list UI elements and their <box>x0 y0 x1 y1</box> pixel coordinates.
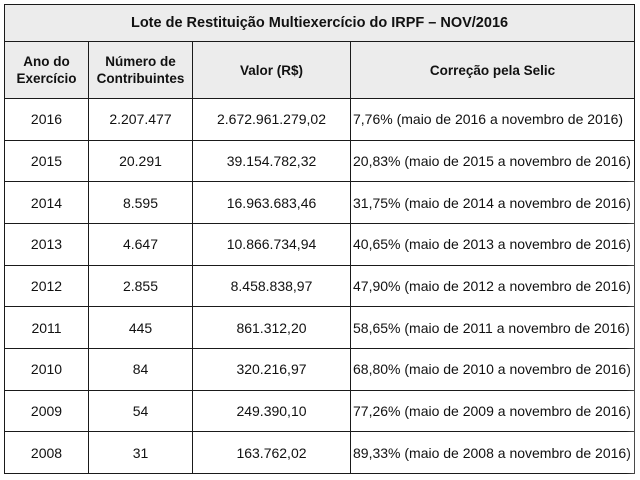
header-count-line-1: Número de <box>105 54 176 69</box>
cell-selic-correction: 31,75% (maio de 2014 a novembro de 2016) <box>349 181 636 224</box>
restitution-table: Lote de Restituição Multiexercício do IR… <box>3 4 636 474</box>
cell-contributors: 84 <box>88 347 193 391</box>
cell-year: 2011 <box>4 306 89 349</box>
header-year-line-1: Ano do <box>23 54 70 69</box>
cell-contributors: 2.207.477 <box>88 98 193 141</box>
cell-selic-correction: 40,65% (maio de 2013 a novembro de 2016) <box>349 222 636 266</box>
cell-selic-correction: 77,26% (maio de 2009 a novembro de 2016) <box>349 389 636 433</box>
cell-year: 2016 <box>4 98 89 141</box>
cell-selic-correction: 58,65% (maio de 2011 a novembro de 2016) <box>349 306 636 349</box>
cell-selic-correction: 68,80% (maio de 2010 a novembro de 2016) <box>349 347 636 391</box>
cell-value: 2.672.961.279,02 <box>192 98 351 141</box>
cell-value: 8.458.838,97 <box>192 264 351 308</box>
cell-selic-correction: 7,76% (maio de 2016 a novembro de 2016) <box>349 98 636 141</box>
header-count-line-2: Contribuintes <box>96 71 185 86</box>
cell-selic-correction: 47,90% (maio de 2012 a novembro de 2016) <box>349 264 636 308</box>
cell-selic-correction: 20,83% (maio de 2015 a novembro de 2016) <box>349 139 636 183</box>
cell-selic-correction: 89,33% (maio de 2008 a novembro de 2016) <box>349 431 636 474</box>
header-year-line-2: Exercício <box>16 71 77 86</box>
restitution-table-frame: Lote de Restituição Multiexercício do IR… <box>3 4 636 474</box>
cell-year: 2009 <box>4 389 89 433</box>
table-title: Lote de Restituição Multiexercício do IR… <box>3 4 636 42</box>
table-row: 2009 54 249.390,10 77,26% (maio de 2009 a n… <box>4 389 636 433</box>
cell-value: 861.312,20 <box>192 306 351 349</box>
table-row: 2012 2.855 8.458.838,97 47,90% (maio de 201… <box>4 264 636 308</box>
cell-value: 163.762,02 <box>192 431 351 474</box>
cell-contributors: 20.291 <box>88 139 193 183</box>
cell-contributors: 4.647 <box>88 222 193 266</box>
table-row: 2013 4.647 10.866.734,94 40,65% (maio de 20… <box>4 222 636 266</box>
table-row: 2008 31 163.762,02 89,33% (maio de 2008 a n… <box>4 431 636 474</box>
cell-value: 16.963.683,46 <box>192 181 351 224</box>
cell-value: 320.216,97 <box>192 347 351 391</box>
table-row: 2015 20.291 39.154.782,32 20,83% (maio de 2… <box>4 139 636 183</box>
cell-year: 2008 <box>4 431 89 474</box>
table-row: 2010 84 320.216,97 68,80% (maio de 2010 a n… <box>4 347 636 391</box>
cell-contributors: 54 <box>88 389 193 433</box>
cell-contributors: 2.855 <box>88 264 193 308</box>
cell-value: 10.866.734,94 <box>192 222 351 266</box>
cell-contributors: 8.595 <box>88 181 193 224</box>
cell-contributors: 31 <box>88 431 193 474</box>
table-row: 2016 2.207.477 2.672.961.279,02 7,76% (maio… <box>4 98 636 141</box>
header-count: Número de Contribuintes <box>88 41 193 99</box>
cell-value: 249.390,10 <box>192 389 351 433</box>
cell-year: 2014 <box>4 181 89 224</box>
header-selic: Correção pela Selic <box>349 41 636 99</box>
cell-contributors: 445 <box>88 306 193 349</box>
header-year: Ano do Exercício <box>4 41 89 99</box>
cell-year: 2010 <box>4 347 89 391</box>
cell-year: 2013 <box>4 222 89 266</box>
table-body: 2016 2.207.477 2.672.961.279,02 7,76% (maio… <box>4 98 636 474</box>
table-row: 2011 445 861.312,20 58,65% (maio de 2011 a … <box>4 306 636 349</box>
cell-year: 2015 <box>4 139 89 183</box>
table-row: 2014 8.595 16.963.683,46 31,75% (maio de 20… <box>4 181 636 224</box>
cell-value: 39.154.782,32 <box>192 139 351 183</box>
cell-year: 2012 <box>4 264 89 308</box>
header-value: Valor (R$) <box>192 41 351 99</box>
